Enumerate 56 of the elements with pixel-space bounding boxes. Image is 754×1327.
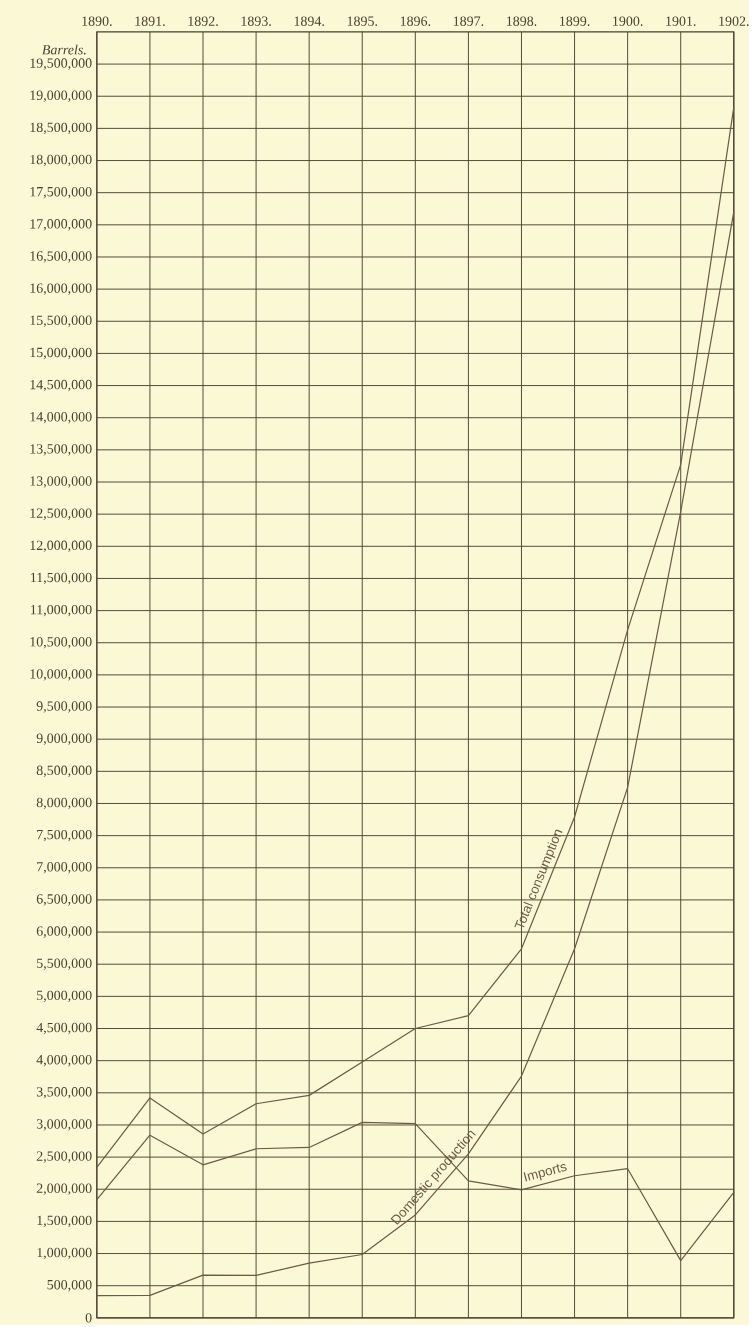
y-tick-label: 8,500,000 [36,765,92,778]
y-tick-label: 17,500,000 [30,186,92,199]
x-tick-label: 1902. [719,16,749,26]
y-tick-label: 6,500,000 [36,894,92,906]
y-tick-label: 10,500,000 [30,637,92,649]
x-tick-label: 1892. [188,16,218,26]
y-tick-label: 0 [85,1313,92,1323]
y-tick-label: 2,500,000 [36,1151,92,1163]
y-tick-label: 9,500,000 [36,701,92,713]
y-tick-label: 1,000,000 [37,1247,92,1260]
text: Imports [523,1164,567,1182]
x-tick-label: 1893. [241,16,271,26]
y-tick-label: 7,500,000 [37,829,92,842]
y-tick-label: 15,000,000 [30,347,92,360]
y-tick-label: 14,000,000 [30,411,92,424]
y-tick-label: 11,500,000 [31,572,92,585]
y-tick-label: 4,000,000 [36,1054,92,1067]
y-tick-label: 15,500,000 [30,315,92,327]
y-tick-label: 16,500,000 [30,251,92,263]
y-tick-label: 3,000,000 [36,1119,92,1131]
y-tick-label: 2,000,000 [36,1183,92,1195]
y-tick-label: 4,500,000 [36,1022,92,1035]
x-tick-label: 1894. [294,16,324,26]
y-tick-label: 9,000,000 [36,733,92,745]
x-tick-label: 1897. [453,16,484,26]
y-tick-label: 5,000,000 [37,990,92,1003]
y-tick-label: 12,500,000 [30,508,92,520]
y-tick-label: 6,000,000 [36,926,92,938]
line-series [96,211,735,1297]
y-axis-title: Barrels. [42,44,86,55]
y-tick-label: 18,500,000 [30,122,92,135]
y-tick-label: 12,000,000 [30,540,92,553]
y-tick-label: 19,000,000 [30,90,92,102]
y-tick-label: 13,000,000 [30,476,92,488]
x-tick-label: 1896. [400,16,431,26]
y-tick-label: 14,500,000 [30,379,92,392]
y-tick-label: 7,000,000 [37,862,92,874]
y-tick-label: 1,500,000 [37,1215,92,1228]
y-tick-label: 10,000,000 [30,669,92,681]
y-tick-label: 5,500,000 [37,958,92,970]
x-tick-label: 1891. [135,16,165,26]
y-tick-label: 16,000,000 [30,283,92,295]
y-tick-label: 18,000,000 [30,154,92,167]
y-tick-label: 17,000,000 [30,219,92,231]
y-tick-label: 500,000 [47,1279,92,1292]
x-tick-label: 1898. [507,16,537,26]
y-tick-label: 13,500,000 [30,444,92,456]
x-tick-label: 1900. [613,16,643,26]
x-tick-label: 1901. [666,16,696,26]
x-tick-label: 1899. [560,16,590,26]
x-tick-label: 1895. [347,16,378,26]
y-tick-label: 3,500,000 [36,1087,92,1099]
x-tick-label: 1890. [82,16,112,26]
y-tick-label: 19,500,000 [30,58,92,70]
y-tick-label: 11,000,000 [31,604,92,617]
y-tick-label: 8,000,000 [36,797,92,810]
